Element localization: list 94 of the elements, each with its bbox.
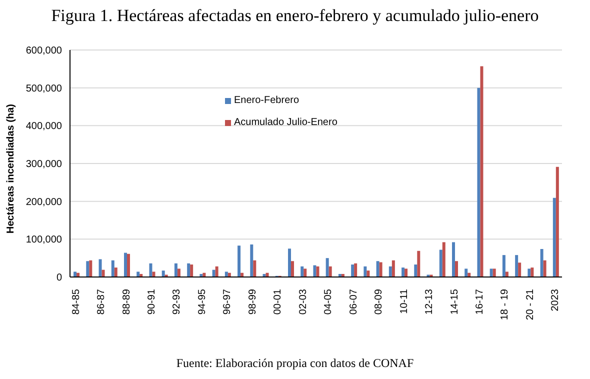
x-tick-label: 10-11 bbox=[398, 288, 410, 314]
x-tick-label: 94-95 bbox=[196, 288, 208, 315]
bar bbox=[288, 248, 291, 277]
bar bbox=[114, 268, 118, 277]
bar bbox=[187, 263, 190, 277]
bar bbox=[388, 266, 392, 277]
y-tick-label: 400,000 bbox=[26, 121, 62, 132]
bar bbox=[480, 66, 484, 277]
x-tick-label: 04-05 bbox=[323, 288, 334, 315]
bar bbox=[111, 260, 114, 277]
bar bbox=[190, 264, 194, 277]
bar bbox=[528, 268, 531, 277]
bar bbox=[149, 263, 152, 277]
bar bbox=[326, 258, 329, 277]
x-tick-label: 98-99 bbox=[247, 288, 258, 315]
x-tick-label: 96-97 bbox=[222, 288, 234, 315]
bar bbox=[417, 250, 420, 277]
bar bbox=[556, 166, 559, 277]
bar bbox=[215, 266, 218, 277]
legend-label: Acumulado Julio-Enero bbox=[234, 117, 338, 128]
bar bbox=[414, 264, 418, 277]
bar bbox=[316, 266, 320, 277]
x-tick-label: 08-09 bbox=[374, 288, 385, 315]
bar bbox=[238, 246, 241, 277]
bar bbox=[162, 270, 165, 277]
bar bbox=[354, 263, 358, 277]
x-tick-label: 2023 bbox=[550, 288, 562, 312]
bar bbox=[364, 266, 367, 277]
y-tick-label: 600,000 bbox=[26, 46, 62, 57]
x-tick-label: 16-17 bbox=[474, 288, 486, 315]
x-tick-label: 06-07 bbox=[348, 288, 360, 315]
y-tick-label: 200,000 bbox=[26, 196, 62, 208]
bar bbox=[98, 259, 102, 277]
bar bbox=[464, 268, 468, 277]
bar bbox=[552, 198, 556, 277]
x-tick-label: 86-87 bbox=[96, 288, 108, 315]
bar bbox=[392, 260, 395, 277]
x-tick-label: 84-85 bbox=[70, 288, 82, 315]
x-tick-label: 92-93 bbox=[172, 288, 183, 315]
bar bbox=[452, 242, 455, 277]
x-tick-label: 90-91 bbox=[146, 288, 158, 315]
bar bbox=[313, 265, 316, 277]
y-tick-label: 500,000 bbox=[26, 83, 62, 94]
bar bbox=[379, 262, 382, 277]
bar bbox=[376, 261, 380, 277]
bar bbox=[224, 272, 228, 277]
x-tick-label: 02-03 bbox=[298, 288, 309, 315]
bar bbox=[177, 268, 180, 277]
bar bbox=[253, 260, 256, 277]
y-tick-label: 100,000 bbox=[26, 234, 62, 246]
x-tick-label: 14-15 bbox=[449, 288, 460, 315]
bar bbox=[366, 270, 370, 277]
bar bbox=[515, 255, 518, 277]
x-tick-label: 20 - 21 bbox=[524, 288, 536, 320]
bar bbox=[454, 261, 458, 277]
bar bbox=[477, 88, 480, 277]
y-tick-label: 0 bbox=[56, 272, 62, 284]
x-tick-label: 88-89 bbox=[121, 288, 132, 315]
bar bbox=[300, 266, 304, 277]
x-tick-label: 00-01 bbox=[272, 288, 284, 315]
legend-label: Enero-Febrero bbox=[234, 95, 300, 106]
bar bbox=[212, 270, 216, 277]
bar bbox=[328, 266, 332, 277]
bar bbox=[502, 255, 506, 277]
x-tick-label: 18 - 19 bbox=[500, 288, 511, 320]
bar bbox=[86, 261, 90, 277]
bar bbox=[304, 268, 307, 277]
bar bbox=[152, 272, 156, 277]
bar bbox=[351, 264, 354, 277]
bar bbox=[540, 249, 544, 277]
bar bbox=[89, 260, 92, 277]
y-axis-title: Hectáreas incendiadas (ha) bbox=[6, 104, 17, 234]
bar bbox=[442, 242, 446, 277]
bar bbox=[102, 270, 105, 277]
bar bbox=[174, 263, 178, 277]
bar bbox=[402, 268, 405, 277]
bar bbox=[124, 252, 127, 277]
bar bbox=[490, 268, 493, 277]
bar bbox=[530, 268, 534, 277]
bar bbox=[136, 272, 140, 277]
bar bbox=[126, 254, 130, 277]
chart-title: Figura 1. Hectáreas afectadas en enero-febrero y acumulado julio-enero bbox=[50, 6, 540, 26]
bar bbox=[492, 268, 496, 277]
bar bbox=[404, 268, 408, 277]
bar bbox=[290, 261, 294, 277]
y-tick-label: 300,000 bbox=[26, 159, 62, 170]
bar bbox=[74, 272, 77, 277]
bar bbox=[543, 260, 546, 277]
x-tick-label: 12-13 bbox=[424, 288, 436, 315]
bar bbox=[505, 272, 508, 277]
bar bbox=[518, 262, 522, 277]
bar bbox=[439, 250, 442, 277]
source-note: Fuente: Elaboración propia con datos de CONAF bbox=[175, 356, 415, 371]
bar bbox=[250, 244, 254, 277]
